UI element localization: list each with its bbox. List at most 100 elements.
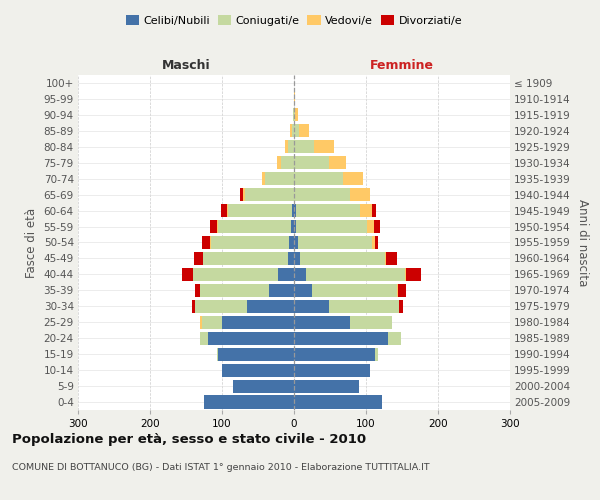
Bar — [295, 108, 298, 122]
Bar — [329, 156, 346, 170]
Bar — [203, 252, 287, 265]
Bar — [373, 204, 376, 217]
Bar — [204, 396, 294, 408]
Bar — [372, 236, 374, 249]
Bar — [245, 188, 294, 201]
Bar — [294, 108, 295, 122]
Bar — [289, 236, 294, 249]
Bar — [211, 236, 289, 249]
Bar — [218, 348, 294, 360]
Bar — [296, 220, 367, 233]
Bar — [227, 204, 229, 217]
Bar — [247, 300, 294, 313]
Bar — [385, 252, 386, 265]
Bar — [294, 348, 374, 360]
Bar — [200, 284, 269, 297]
Text: Maschi: Maschi — [161, 59, 211, 72]
Bar — [286, 140, 288, 153]
Bar — [343, 172, 363, 185]
Bar — [294, 364, 370, 376]
Bar — [217, 348, 218, 360]
Bar — [217, 220, 218, 233]
Text: COMUNE DI BOTTANUCO (BG) - Dati ISTAT 1° gennaio 2010 - Elaborazione TUTTITALIA.: COMUNE DI BOTTANUCO (BG) - Dati ISTAT 1°… — [12, 463, 430, 472]
Bar — [294, 396, 382, 408]
Bar — [350, 188, 370, 201]
Bar — [294, 220, 296, 233]
Bar — [202, 236, 211, 249]
Legend: Celibi/Nubili, Coniugati/e, Vedovi/e, Divorziati/e: Celibi/Nubili, Coniugati/e, Vedovi/e, Di… — [121, 10, 467, 30]
Bar — [388, 332, 401, 345]
Bar — [350, 316, 392, 329]
Bar — [312, 284, 397, 297]
Bar — [294, 156, 329, 170]
Bar — [210, 220, 217, 233]
Bar — [262, 172, 265, 185]
Bar — [294, 380, 359, 392]
Bar — [294, 268, 305, 281]
Bar — [299, 124, 309, 138]
Bar — [367, 220, 374, 233]
Bar — [294, 92, 295, 106]
Bar — [192, 300, 196, 313]
Bar — [314, 140, 334, 153]
Bar — [193, 268, 278, 281]
Bar — [194, 284, 200, 297]
Bar — [399, 300, 403, 313]
Bar — [290, 124, 292, 138]
Bar — [208, 332, 294, 345]
Bar — [386, 252, 397, 265]
Bar — [294, 188, 350, 201]
Bar — [218, 220, 291, 233]
Bar — [305, 268, 405, 281]
Bar — [405, 268, 406, 281]
Bar — [200, 332, 208, 345]
Bar — [300, 252, 385, 265]
Bar — [222, 364, 294, 376]
Bar — [294, 300, 329, 313]
Bar — [291, 220, 294, 233]
Bar — [182, 268, 193, 281]
Y-axis label: Anni di nascita: Anni di nascita — [577, 199, 589, 286]
Bar — [196, 300, 247, 313]
Bar — [287, 252, 294, 265]
Bar — [294, 172, 343, 185]
Bar — [288, 140, 294, 153]
Bar — [294, 252, 300, 265]
Bar — [374, 220, 380, 233]
Bar — [298, 236, 372, 249]
Bar — [292, 204, 294, 217]
Bar — [240, 188, 243, 201]
Bar — [200, 316, 202, 329]
Bar — [374, 236, 378, 249]
Bar — [202, 316, 222, 329]
Bar — [294, 332, 388, 345]
Bar — [229, 204, 292, 217]
Bar — [265, 172, 294, 185]
Bar — [294, 284, 312, 297]
Bar — [294, 204, 296, 217]
Bar — [294, 316, 350, 329]
Bar — [233, 380, 294, 392]
Bar — [294, 124, 299, 138]
Bar — [281, 156, 294, 170]
Text: Popolazione per età, sesso e stato civile - 2010: Popolazione per età, sesso e stato civil… — [12, 432, 366, 446]
Text: Femmine: Femmine — [370, 59, 434, 72]
Bar — [359, 204, 373, 217]
Bar — [243, 188, 245, 201]
Bar — [294, 236, 298, 249]
Bar — [293, 108, 294, 122]
Bar — [374, 348, 377, 360]
Bar — [277, 156, 281, 170]
Bar — [294, 140, 314, 153]
Bar — [406, 268, 421, 281]
Bar — [221, 204, 227, 217]
Bar — [329, 300, 399, 313]
Bar — [397, 284, 398, 297]
Bar — [296, 204, 359, 217]
Bar — [278, 268, 294, 281]
Bar — [194, 252, 203, 265]
Bar — [292, 124, 294, 138]
Bar — [398, 284, 406, 297]
Bar — [269, 284, 294, 297]
Y-axis label: Fasce di età: Fasce di età — [25, 208, 38, 278]
